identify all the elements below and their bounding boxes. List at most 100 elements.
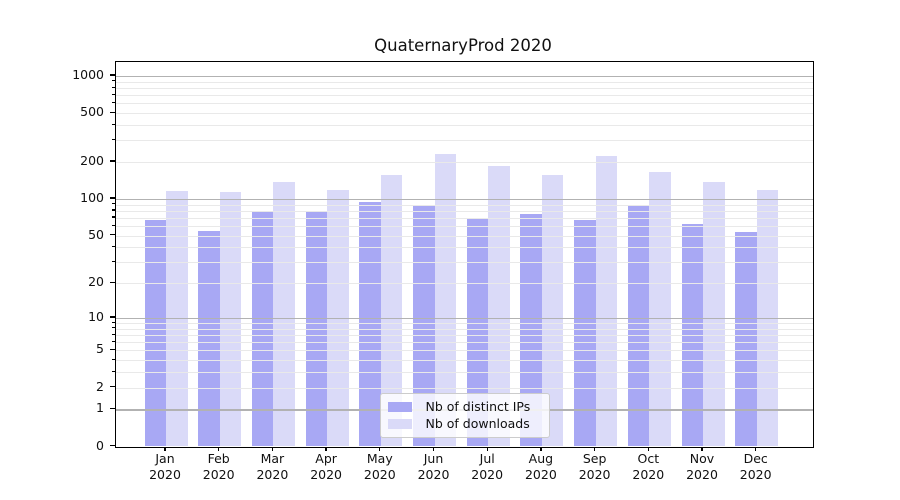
bar-downloads-dec	[756, 189, 779, 447]
x-tick	[593, 446, 596, 451]
y-minor-tick	[112, 321, 115, 323]
gridline-major	[115, 199, 813, 201]
y-tick-label: 100	[80, 190, 104, 206]
x-tick-label: Dec 2020	[739, 451, 772, 482]
bar-distinct-ips-oct	[627, 205, 650, 447]
x-tick-label: Mar 2020	[256, 451, 289, 482]
bar-distinct-ips-may	[359, 202, 381, 447]
y-minor-tick	[112, 138, 115, 141]
x-tick-label: Oct 2020	[632, 451, 665, 482]
y-tick-label: 1	[96, 400, 104, 416]
bar-downloads-feb	[219, 192, 242, 447]
y-minor-tick	[112, 358, 115, 360]
y-tick-label: 0	[96, 437, 104, 453]
y-minor-tick	[112, 209, 115, 211]
gridlines-layer	[115, 62, 813, 447]
gridline-minor	[115, 247, 813, 249]
y-minor-tick	[112, 340, 115, 342]
x-tick	[164, 446, 166, 451]
y-tick	[110, 316, 115, 318]
legend-label-downloads: Nb of downloads	[425, 416, 530, 431]
x-tick-label: Jan 2020	[149, 451, 181, 482]
gridline-minor	[115, 140, 813, 142]
bar-distinct-ips-jan	[144, 220, 166, 447]
bar-downloads-nov	[703, 181, 725, 447]
bar-downloads-mar	[273, 181, 295, 447]
gridline-minor	[115, 217, 813, 219]
gridline-major	[115, 317, 813, 320]
gridline-minor	[115, 210, 813, 212]
y-tick	[110, 407, 115, 409]
gridline-minor	[115, 262, 813, 264]
y-tick-label: 500	[80, 104, 104, 120]
gridline-major	[115, 76, 813, 78]
y-minor-tick	[112, 101, 115, 104]
x-tick	[647, 446, 649, 451]
gridline-minor	[115, 335, 813, 336]
legend: Nb of distinct IPs Nb of downloads	[379, 393, 550, 438]
y-tick	[110, 111, 115, 113]
y-tick	[110, 234, 115, 236]
bar-downloads-apr	[327, 189, 349, 447]
y-minor-tick	[112, 224, 115, 226]
gridline-minor	[115, 125, 813, 127]
x-tick-label: Jun 2020	[417, 451, 450, 482]
gridline-minor	[115, 387, 813, 389]
x-tick	[540, 446, 542, 451]
gridline-minor	[115, 372, 813, 374]
bar-downloads-oct	[649, 172, 671, 447]
bars-layer	[116, 62, 813, 447]
y-minor-tick	[112, 370, 115, 372]
gridline-minor	[115, 342, 813, 344]
legend-item-downloads: Nb of downloads	[387, 416, 544, 432]
x-tick	[486, 446, 488, 451]
gridline-minor	[115, 235, 813, 237]
legend-item-distinct-ips: Nb of distinct IPs	[387, 399, 544, 415]
y-tick	[110, 385, 115, 388]
x-tick-label: Sep 2020	[578, 451, 611, 482]
gridline-minor	[115, 350, 813, 352]
gridline-minor	[115, 81, 813, 83]
x-tick-label: Aug 2020	[524, 451, 557, 482]
x-tick-label: Jul 2020	[471, 451, 504, 482]
y-minor-tick	[112, 327, 115, 329]
x-tick	[755, 446, 757, 451]
x-tick	[379, 446, 381, 451]
bar-distinct-ips-sep	[574, 220, 596, 447]
gridline-minor	[115, 283, 813, 285]
bar-downloads-jan	[166, 191, 188, 447]
bar-downloads-sep	[595, 155, 618, 447]
plot-area: Nb of distinct IPs Nb of downloads	[114, 61, 814, 448]
chart-title: QuaternaryProd 2020	[374, 36, 552, 55]
y-tick	[110, 281, 115, 283]
gridline-minor	[115, 88, 813, 89]
x-tick	[218, 446, 220, 451]
y-tick-label: 50	[88, 226, 104, 242]
gridline-minor	[115, 204, 813, 206]
x-tick	[271, 446, 274, 451]
bar-distinct-ips-feb	[198, 230, 220, 447]
y-tick	[110, 197, 115, 199]
y-tick-label: 5	[96, 341, 104, 357]
bar-distinct-ips-apr	[305, 212, 328, 447]
bar-distinct-ips-dec	[735, 231, 757, 447]
y-minor-tick	[112, 216, 115, 218]
gridline-minor	[115, 323, 813, 325]
legend-label-distinct-ips: Nb of distinct IPs	[425, 399, 531, 414]
x-tick	[701, 446, 703, 451]
y-tick	[110, 74, 115, 76]
x-tick	[432, 446, 435, 451]
y-tick	[110, 348, 115, 351]
y-minor-tick	[112, 260, 115, 263]
bar-distinct-ips-mar	[251, 212, 274, 447]
x-tick-label: Feb 2020	[202, 451, 235, 482]
gridline-minor	[115, 360, 813, 362]
y-tick-label: 2	[96, 378, 104, 394]
y-tick	[110, 444, 115, 447]
legend-swatch-downloads	[387, 419, 412, 429]
y-tick	[110, 160, 115, 162]
y-minor-tick	[112, 123, 115, 125]
gridline-minor	[115, 95, 813, 97]
x-tick-label: Apr 2020	[310, 451, 342, 482]
